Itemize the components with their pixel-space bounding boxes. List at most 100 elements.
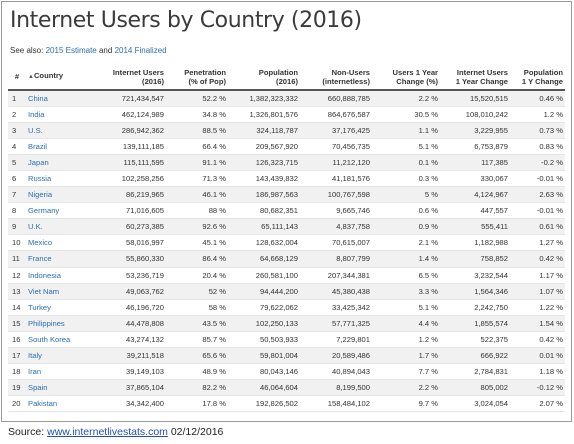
screenshot-frame: Internet Users by Country (2016) See als… <box>1 1 572 422</box>
rank-cell: 19 <box>8 379 26 397</box>
table-cell: 82.2 % <box>166 379 228 397</box>
country-link[interactable]: Spain <box>26 379 88 397</box>
table-cell: 11,212,120 <box>300 154 372 171</box>
table-cell: 88 % <box>166 202 228 220</box>
table-cell: 1.1 % <box>372 122 440 139</box>
table-cell: 65.6 % <box>166 347 228 365</box>
table-cell: 115,111,595 <box>88 154 166 171</box>
table-cell: 2.07 % <box>510 395 565 413</box>
col-rank-header[interactable]: # <box>8 64 26 91</box>
country-link[interactable]: Nigeria <box>26 186 88 204</box>
table-cell: 1.7 % <box>372 347 440 365</box>
col-users-change-header[interactable]: Internet Users 1 Year Change <box>440 64 510 91</box>
table-cell: 102,250,133 <box>228 315 300 332</box>
source-prefix: Source: <box>8 426 45 438</box>
country-link[interactable]: Viet Nam <box>26 283 88 300</box>
table-cell: -0.01 % <box>510 202 565 220</box>
source-link[interactable]: www.internetlivestats.com <box>47 426 168 438</box>
table-cell: 721,434,547 <box>88 90 166 107</box>
table-cell: 0.3 % <box>372 170 440 188</box>
country-link[interactable]: Turkey <box>26 299 88 316</box>
col-penetration-header[interactable]: Penetration (% of Pop) <box>166 64 228 91</box>
link-2015-estimate[interactable]: 2015 Estimate <box>45 46 97 55</box>
table-cell: 45.1 % <box>166 234 228 252</box>
table-cell: 80,043,146 <box>228 363 300 381</box>
table-cell: 85.7 % <box>166 331 228 349</box>
table-cell: 15,520,515 <box>440 90 510 107</box>
col-population-change-header[interactable]: Population 1 Y Change <box>510 64 565 91</box>
country-link[interactable]: France <box>26 250 88 268</box>
table-cell: 52 % <box>166 283 228 300</box>
table-cell: 9.7 % <box>372 395 440 413</box>
country-link[interactable]: South Korea <box>26 331 88 349</box>
table-cell: 864,676,587 <box>300 106 372 123</box>
country-link[interactable]: Pakistan <box>26 395 88 413</box>
table-cell: 143,439,832 <box>228 170 300 188</box>
col-internet-users-header[interactable]: Internet Users (2016) <box>88 64 166 91</box>
table-cell: 70,615,007 <box>300 234 372 252</box>
table-cell: 100,767,598 <box>300 186 372 204</box>
country-link[interactable]: India <box>26 106 88 123</box>
country-link[interactable]: Philippines <box>26 315 88 332</box>
table-row: 13 Viet Nam 49,063,762 52 % 94,444,200 45,380… <box>8 283 565 300</box>
table-cell: 108,010,242 <box>440 106 510 123</box>
table-cell: 17.8 % <box>166 395 228 413</box>
table-cell: 6.5 % <box>372 267 440 284</box>
country-link[interactable]: U.S. <box>26 122 88 139</box>
table-cell: 8,807,799 <box>300 250 372 268</box>
table-cell: 4,837,758 <box>300 218 372 236</box>
country-link[interactable]: China <box>26 90 88 107</box>
col-population-header[interactable]: Population (2016) <box>228 64 300 91</box>
table-cell: 5.1 % <box>372 299 440 316</box>
table-cell: 41,181,576 <box>300 170 372 188</box>
country-link[interactable]: Iran <box>26 363 88 381</box>
col-country-header[interactable]: ▲Country <box>26 64 88 91</box>
table-cell: 86,219,965 <box>88 186 166 204</box>
table-cell: 49,063,762 <box>88 283 166 300</box>
table-cell: 30.5 % <box>372 106 440 123</box>
table-cell: -0.01 % <box>510 170 565 188</box>
country-link[interactable]: Japan <box>26 154 88 171</box>
link-2014-finalized[interactable]: 2014 Finalized <box>114 46 167 55</box>
rank-cell: 16 <box>8 331 26 349</box>
country-link[interactable]: Mexico <box>26 234 88 252</box>
sort-arrow-icon[interactable]: ▲ <box>28 74 34 80</box>
table-cell: 139,111,185 <box>88 138 166 155</box>
country-link[interactable]: Indonesia <box>26 267 88 284</box>
table-cell: 94,444,200 <box>228 283 300 300</box>
table-row: 17 Italy 39,211,518 65.6 % 59,801,004 20,589,… <box>8 347 565 365</box>
table-cell: 1.07 % <box>510 283 565 300</box>
rank-cell: 11 <box>8 250 26 268</box>
table-row: 15 Philippines 44,478,808 43.5 % 102,250,133… <box>8 315 565 332</box>
table-cell: 48.9 % <box>166 363 228 381</box>
country-link[interactable]: Italy <box>26 347 88 365</box>
table-cell: 8,199,500 <box>300 379 372 397</box>
table-cell: 0.61 % <box>510 218 565 236</box>
table-row: 5 Japan 115,111,595 91.1 % 126,323,715 11,212… <box>8 154 565 171</box>
table-cell: 50,503,933 <box>228 331 300 349</box>
country-link[interactable]: Germany <box>26 202 88 220</box>
table-cell: 65,111,143 <box>228 218 300 236</box>
table-row: 14 Turkey 46,196,720 58 % 79,622,062 33,425,3… <box>8 299 565 316</box>
table-cell: 70,456,735 <box>300 138 372 155</box>
table-cell: 2.1 % <box>372 234 440 252</box>
table-cell: 20.4 % <box>166 267 228 284</box>
rank-cell: 3 <box>8 122 26 139</box>
country-link[interactable]: Russia <box>26 170 88 188</box>
table-cell: -0.12 % <box>510 379 565 397</box>
table-cell: 1,564,346 <box>440 283 510 300</box>
country-link[interactable]: Brazil <box>26 138 88 155</box>
table-cell: 522,375 <box>440 331 510 349</box>
table-cell: 447,557 <box>440 202 510 220</box>
rank-cell: 14 <box>8 299 26 316</box>
table-row: 16 South Korea 43,274,132 85.7 % 50,503,933 7… <box>8 331 565 349</box>
table-cell: 33,425,342 <box>300 299 372 316</box>
internet-users-table: # ▲Country Internet Users (2016) Penetratio… <box>8 64 565 413</box>
table-cell: 660,888,785 <box>300 90 372 107</box>
col-non-users-header[interactable]: Non-Users (internetless) <box>300 64 372 91</box>
table-header-row: # ▲Country Internet Users (2016) Penetratio… <box>8 64 565 91</box>
country-link[interactable]: U.K. <box>26 218 88 236</box>
table-row: 2 India 462,124,989 34.8 % 1,326,801,576 864,… <box>8 106 565 123</box>
col-users-change-pct-header[interactable]: Users 1 Year Change (%) <box>372 64 440 91</box>
table-cell: 1,326,801,576 <box>228 106 300 123</box>
